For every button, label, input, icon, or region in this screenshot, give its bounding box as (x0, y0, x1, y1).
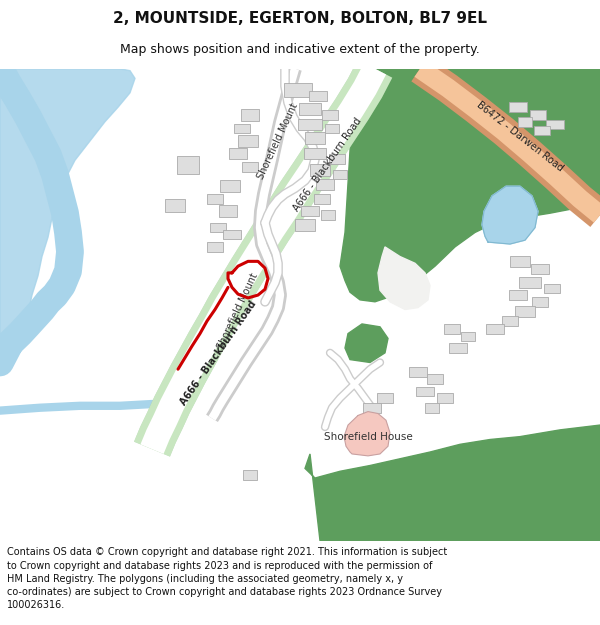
FancyBboxPatch shape (322, 110, 338, 120)
FancyBboxPatch shape (314, 194, 330, 204)
Text: Contains OS data © Crown copyright and database right 2021. This information is : Contains OS data © Crown copyright and d… (7, 548, 448, 610)
FancyBboxPatch shape (531, 264, 549, 274)
FancyBboxPatch shape (357, 416, 373, 425)
FancyBboxPatch shape (518, 117, 532, 126)
Text: 2, MOUNTSIDE, EGERTON, BOLTON, BL7 9EL: 2, MOUNTSIDE, EGERTON, BOLTON, BL7 9EL (113, 11, 487, 26)
FancyBboxPatch shape (309, 91, 327, 101)
FancyBboxPatch shape (304, 148, 326, 159)
FancyBboxPatch shape (229, 148, 247, 159)
FancyBboxPatch shape (416, 386, 434, 396)
FancyBboxPatch shape (502, 316, 518, 326)
FancyBboxPatch shape (241, 109, 259, 121)
FancyBboxPatch shape (363, 403, 381, 412)
FancyBboxPatch shape (509, 290, 527, 300)
FancyBboxPatch shape (325, 124, 339, 133)
Polygon shape (0, 69, 135, 372)
FancyBboxPatch shape (449, 343, 467, 353)
Text: Shorefield House: Shorefield House (323, 432, 412, 442)
FancyBboxPatch shape (321, 210, 335, 220)
Polygon shape (345, 324, 388, 362)
FancyBboxPatch shape (298, 119, 322, 131)
Text: Shorefield Mount: Shorefield Mount (216, 272, 260, 351)
FancyBboxPatch shape (515, 306, 535, 318)
FancyBboxPatch shape (461, 332, 475, 341)
FancyBboxPatch shape (534, 126, 550, 135)
FancyBboxPatch shape (305, 132, 325, 144)
Polygon shape (378, 247, 430, 309)
FancyBboxPatch shape (242, 162, 258, 172)
Text: Map shows position and indicative extent of the property.: Map shows position and indicative extent… (120, 44, 480, 56)
Text: A666 - Blackburn Road: A666 - Blackburn Road (292, 116, 364, 214)
FancyBboxPatch shape (437, 393, 453, 403)
FancyBboxPatch shape (333, 170, 347, 179)
FancyBboxPatch shape (519, 277, 541, 288)
Text: A666 - Blackburn Road: A666 - Blackburn Road (178, 299, 258, 407)
FancyBboxPatch shape (444, 324, 460, 334)
FancyBboxPatch shape (165, 199, 185, 212)
FancyBboxPatch shape (301, 206, 319, 216)
Polygon shape (482, 186, 538, 244)
FancyBboxPatch shape (234, 124, 250, 133)
FancyBboxPatch shape (546, 120, 564, 129)
FancyBboxPatch shape (509, 102, 527, 112)
FancyBboxPatch shape (530, 110, 546, 120)
Polygon shape (305, 425, 600, 541)
FancyBboxPatch shape (207, 242, 223, 252)
FancyBboxPatch shape (486, 324, 504, 334)
FancyBboxPatch shape (427, 374, 443, 384)
Polygon shape (340, 69, 600, 302)
Polygon shape (344, 412, 390, 456)
Text: Shorefield Mount: Shorefield Mount (256, 101, 300, 181)
FancyBboxPatch shape (532, 297, 548, 307)
FancyBboxPatch shape (329, 154, 345, 164)
FancyBboxPatch shape (243, 471, 257, 480)
FancyBboxPatch shape (177, 156, 199, 174)
FancyBboxPatch shape (299, 103, 321, 115)
FancyBboxPatch shape (544, 284, 560, 293)
FancyBboxPatch shape (409, 368, 427, 377)
FancyBboxPatch shape (219, 206, 237, 217)
FancyBboxPatch shape (210, 223, 226, 232)
Text: B6472 - Darwen Road: B6472 - Darwen Road (475, 99, 565, 173)
FancyBboxPatch shape (510, 256, 530, 267)
FancyBboxPatch shape (223, 229, 241, 239)
FancyBboxPatch shape (220, 181, 240, 192)
FancyBboxPatch shape (316, 179, 334, 190)
FancyBboxPatch shape (310, 164, 330, 176)
FancyBboxPatch shape (425, 403, 439, 412)
FancyBboxPatch shape (284, 83, 312, 97)
FancyBboxPatch shape (377, 393, 393, 403)
FancyBboxPatch shape (207, 194, 223, 204)
FancyBboxPatch shape (238, 135, 258, 147)
FancyBboxPatch shape (295, 219, 315, 231)
